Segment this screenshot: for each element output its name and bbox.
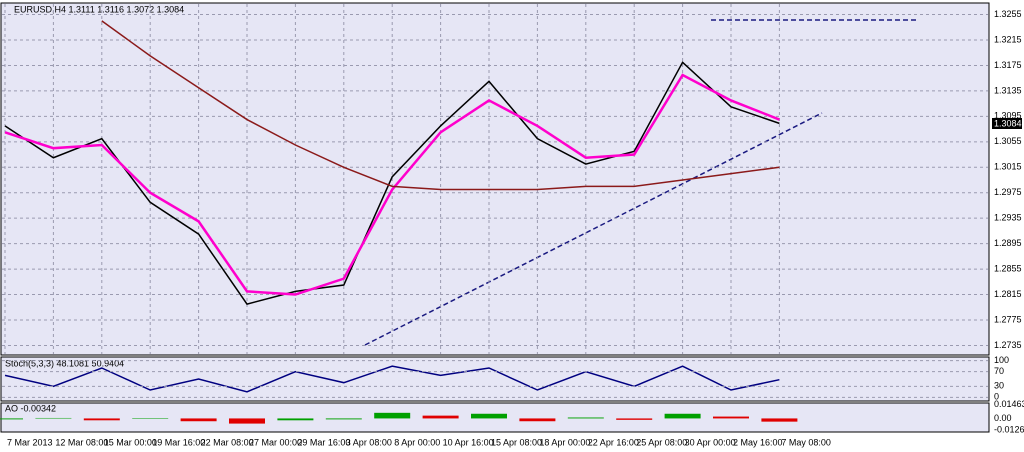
ao-bar bbox=[713, 416, 749, 419]
x-tick-label: 15 Apr 08:00 bbox=[491, 437, 542, 447]
ao-bar bbox=[229, 418, 265, 424]
y-tick-label: 1.3255 bbox=[994, 9, 1022, 19]
ao-bar bbox=[664, 413, 701, 419]
y-tick-label: 100 bbox=[994, 355, 1009, 365]
ao-bar bbox=[471, 413, 507, 419]
x-tick-label: 3 Apr 08:00 bbox=[346, 437, 392, 447]
trendline bbox=[364, 112, 823, 346]
ao-bar bbox=[325, 418, 362, 420]
ao-title: AO -0.00342 bbox=[5, 403, 56, 413]
main-pane bbox=[0, 2, 990, 356]
x-tick-label: 12 Mar 08:00 bbox=[55, 437, 108, 447]
x-tick-label: 2 May 16:00 bbox=[733, 437, 783, 447]
stoch-title: Stoch(5,3,3) 48.1081 50.9404 bbox=[5, 358, 124, 368]
ao-bar bbox=[277, 418, 314, 421]
ao-bar bbox=[35, 417, 72, 419]
y-tick-label: 1.2735 bbox=[994, 340, 1022, 350]
ao-bar bbox=[132, 418, 169, 419]
y-tick-label: 0.00 bbox=[994, 413, 1012, 423]
x-tick-label: 7 Mar 2013 bbox=[7, 437, 53, 447]
ao-bar bbox=[180, 418, 217, 422]
x-tick-label: 8 Apr 00:00 bbox=[394, 437, 440, 447]
y-tick-label: 1.2775 bbox=[994, 314, 1022, 324]
price-line bbox=[101, 20, 780, 191]
y-tick-label: 30 bbox=[994, 381, 1004, 391]
ao-bar bbox=[374, 412, 411, 419]
x-tick-label: 27 Mar 00:00 bbox=[249, 437, 302, 447]
y-tick-label: 1.3015 bbox=[994, 162, 1022, 172]
x-tick-label: 19 Mar 16:00 bbox=[152, 437, 205, 447]
y-tick-label: 1.3055 bbox=[994, 136, 1022, 146]
y-tick-label: 1.3215 bbox=[994, 34, 1022, 44]
x-tick-label: 22 Apr 16:00 bbox=[588, 437, 639, 447]
y-tick-label: 1.3095 bbox=[994, 111, 1022, 121]
y-tick-label: 1.3175 bbox=[994, 60, 1022, 70]
y-tick-label: 1.2935 bbox=[994, 213, 1022, 223]
y-tick-label: 1.2895 bbox=[994, 238, 1022, 248]
y-tick-label: 1.2975 bbox=[994, 187, 1022, 197]
ao-bar bbox=[761, 418, 798, 422]
x-tick-label: 22 Mar 08:00 bbox=[201, 437, 254, 447]
x-tick-label: 29 Mar 16:00 bbox=[297, 437, 350, 447]
x-tick-label: 7 May 08:00 bbox=[781, 437, 831, 447]
ao-bar bbox=[422, 415, 459, 419]
y-tick-label: -0.01268 bbox=[994, 425, 1024, 435]
x-tick-label: 30 Apr 00:00 bbox=[685, 437, 736, 447]
ao-bar bbox=[519, 418, 556, 422]
y-tick-label: 70 bbox=[994, 366, 1004, 376]
y-tick-label: 1.2815 bbox=[994, 289, 1022, 299]
ao-bar bbox=[0, 418, 23, 420]
price-line bbox=[4, 61, 780, 305]
symbol-header: EURUSD,H4 1.3111 1.3116 1.3072 1.3084 bbox=[14, 4, 184, 14]
ao-bar bbox=[83, 418, 120, 421]
y-tick-label: 1.3135 bbox=[994, 85, 1022, 95]
stoch-line bbox=[4, 365, 780, 393]
price-label: 1.3084 bbox=[994, 118, 1022, 128]
ao-bar bbox=[616, 418, 653, 420]
y-tick-label: 1.2855 bbox=[994, 263, 1022, 273]
x-tick-label: 10 Apr 16:00 bbox=[443, 437, 494, 447]
ao-bar bbox=[567, 417, 604, 419]
x-tick-label: 18 Apr 00:00 bbox=[539, 437, 590, 447]
x-tick-label: 15 Mar 00:00 bbox=[104, 437, 157, 447]
price-tag bbox=[992, 118, 1022, 129]
price-line bbox=[4, 73, 780, 296]
y-tick-label: 0 bbox=[994, 392, 999, 402]
x-tick-label: 25 Apr 08:00 bbox=[636, 437, 687, 447]
y-tick-label: 0.01463 bbox=[994, 399, 1024, 409]
stoch-pane bbox=[0, 356, 990, 402]
